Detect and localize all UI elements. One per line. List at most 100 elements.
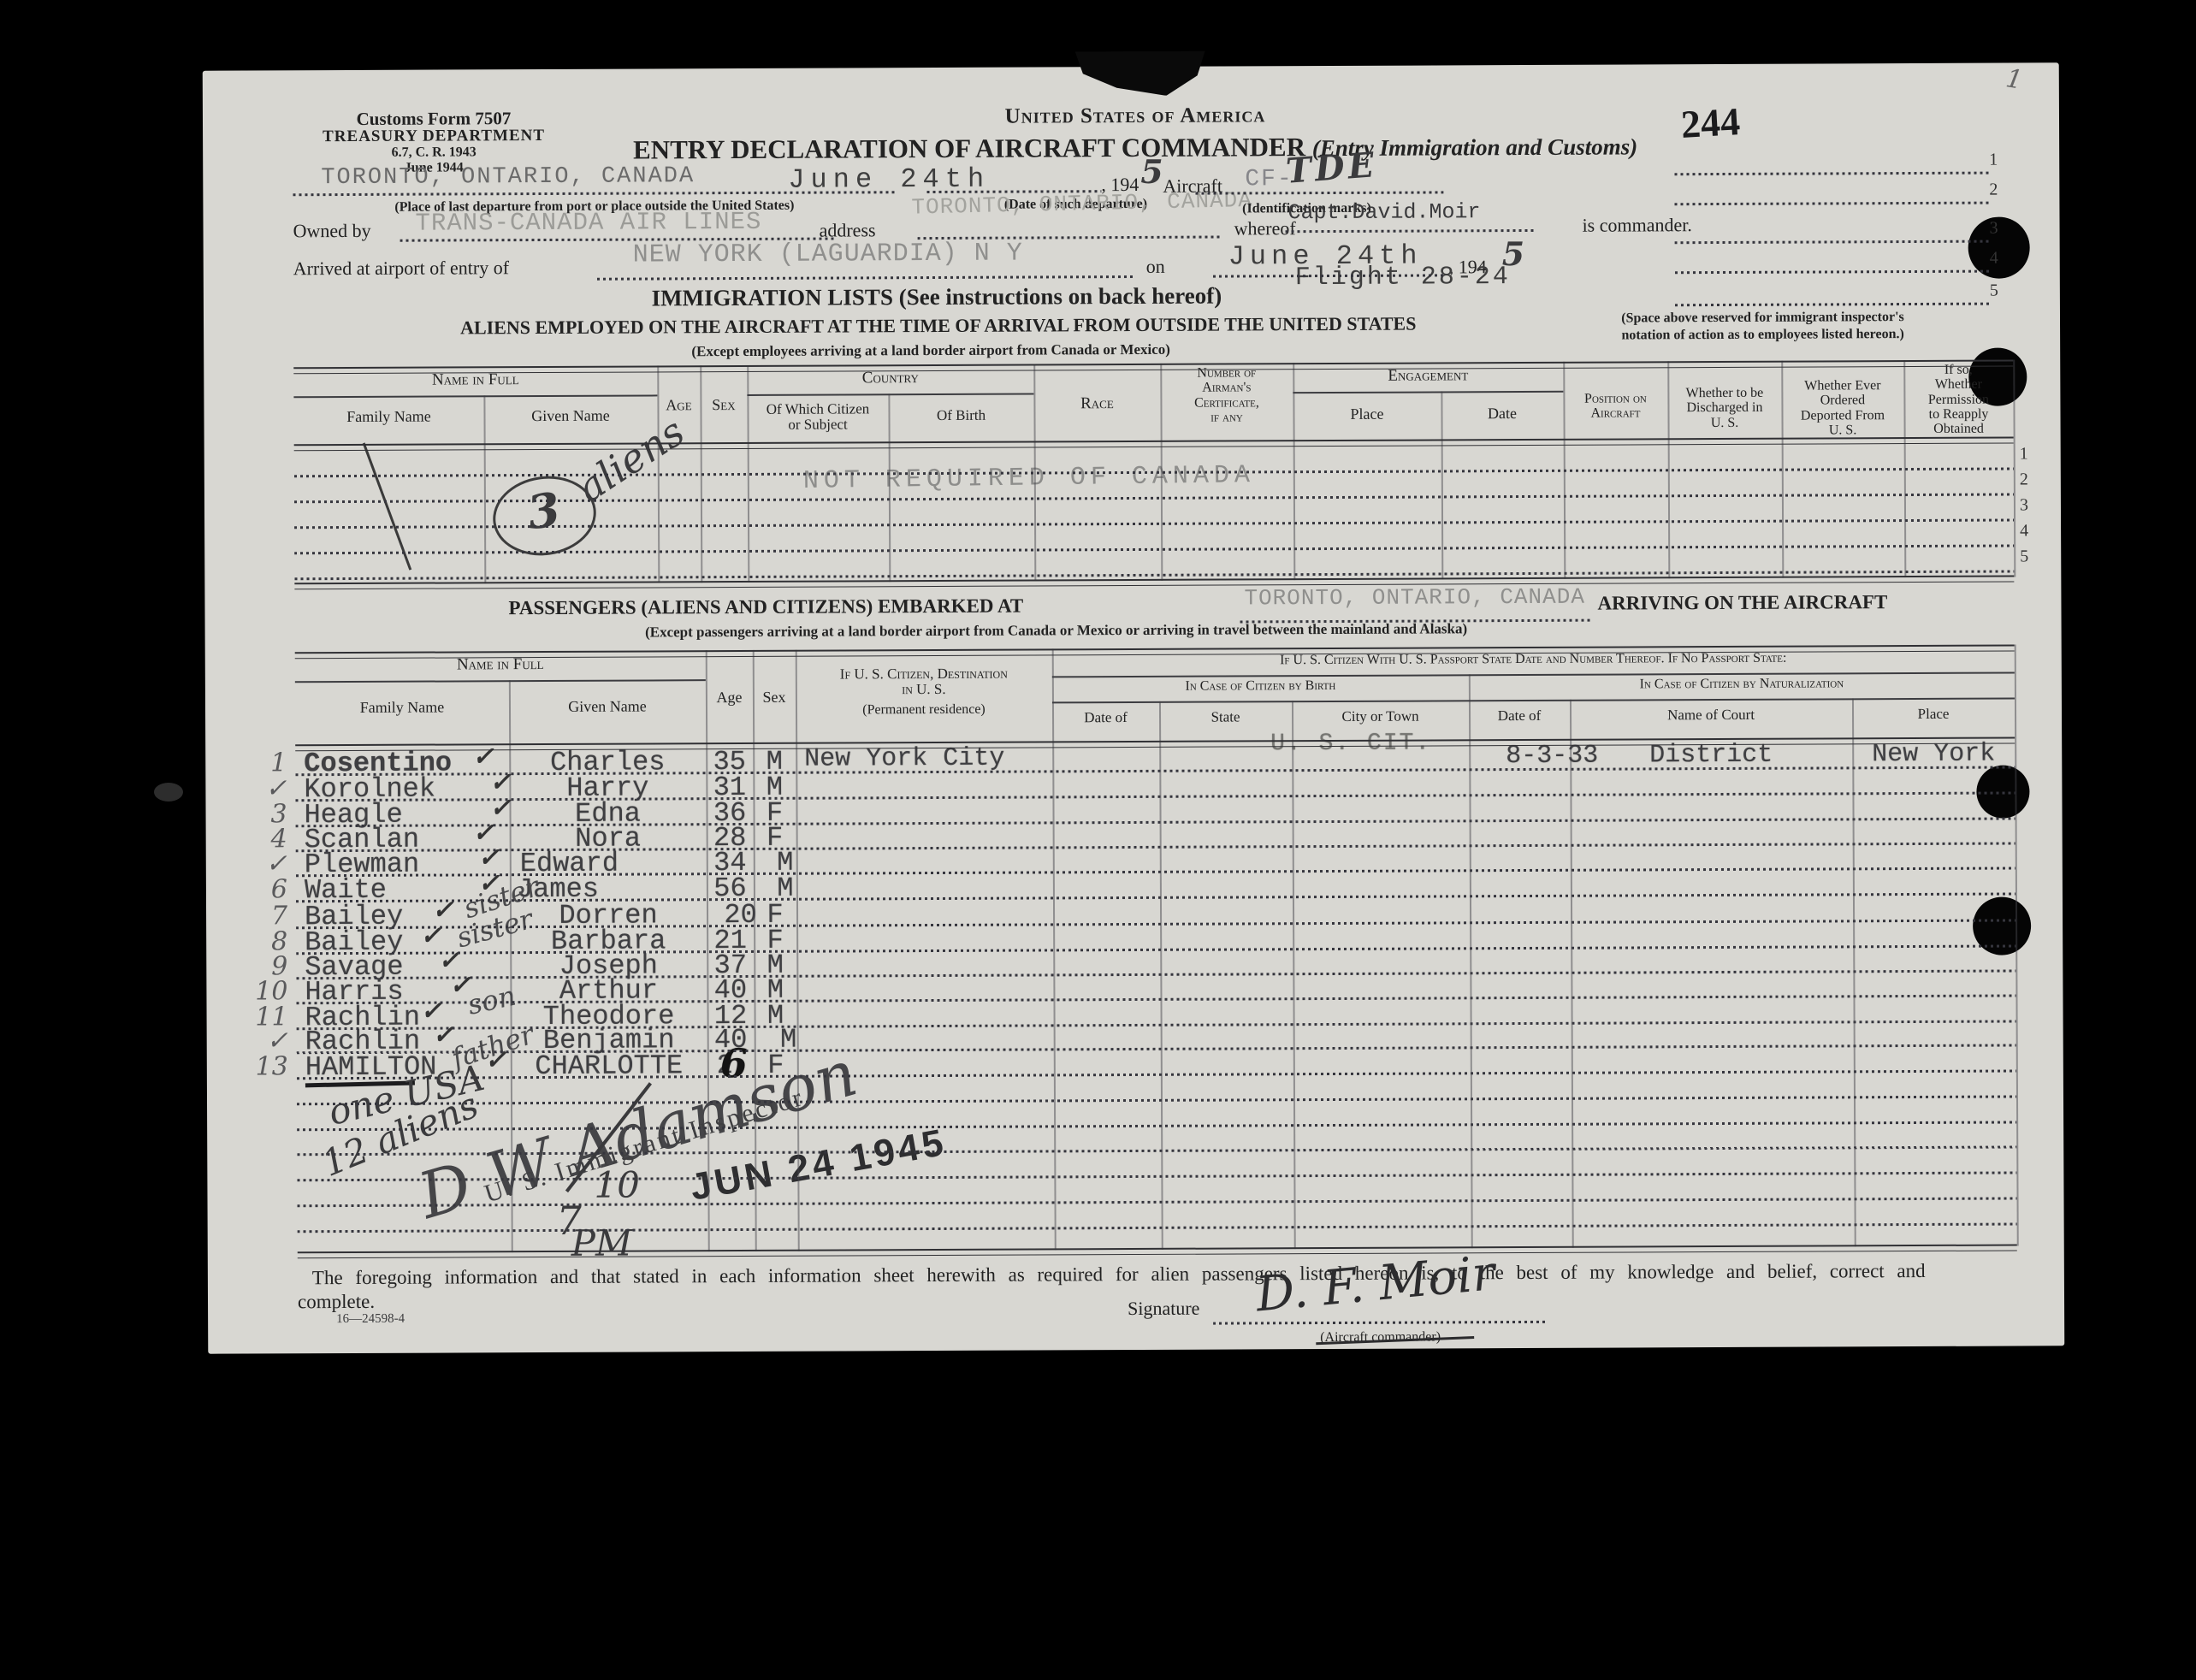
passengers-heading-left: PASSENGERS (ALIENS AND CITIZENS) EMBARKE…: [508, 595, 1024, 619]
written-year-1: 5: [1140, 151, 1163, 191]
dotted-line: [297, 1222, 2017, 1233]
dotted-line: [297, 1197, 2017, 1208]
table-rule: [293, 359, 2014, 375]
crew-header-place: Place: [1350, 405, 1384, 423]
header-rule: [1293, 390, 1564, 394]
plate-number: 16—24598-4: [336, 1311, 405, 1327]
label-arrived-at: Arrived at airport of entry of: [293, 257, 510, 280]
alien-count-word: aliens: [569, 408, 693, 512]
form-department: TREASURY DEPARTMENT: [323, 126, 546, 146]
declaration-line-2: complete.: [297, 1290, 376, 1313]
immigration-lists-title: IMMIGRATION LISTS (See instructions on b…: [651, 282, 1222, 311]
pass-header-sex: Sex: [762, 688, 786, 706]
tape-mark: [1075, 51, 1205, 97]
crew-exception-caption: (Except employees arriving at a land bor…: [691, 340, 1170, 360]
line-number: 3: [2019, 495, 2029, 515]
dotted-line: [1285, 228, 1534, 234]
corner-pencil-mark: 1: [2004, 63, 2025, 96]
pass-header-destination: If U. S. Citizen, Destination in U. S.: [839, 665, 1008, 698]
passenger-nat-place: New York: [1872, 739, 1996, 770]
pass-header-age: Age: [716, 688, 743, 707]
passengers-heading-right: ARRIVING ON THE AIRCRAFT: [1597, 591, 1888, 614]
form-regulation: 6.7, C. R. 1943: [391, 145, 476, 160]
label-owned-by: Owned by: [293, 219, 371, 242]
line-number: 1: [1989, 150, 1998, 169]
line-number: 4: [1989, 248, 1998, 268]
table-rule: [293, 436, 2014, 452]
inspector-space-caption-2: notation of action as to employees liste…: [1621, 327, 1904, 343]
document-paper: Customs Form 7507 TREASURY DEPARTMENT 6.…: [202, 62, 2065, 1354]
aliens-employed-subtitle: ALIENS EMPLOYED ON THE AIRCRAFT AT THE T…: [459, 312, 1417, 339]
pass-header-nat-court: Name of Court: [1666, 706, 1755, 724]
pass-header-given: Given Name: [568, 697, 647, 715]
dotted-line: [297, 1095, 2016, 1106]
typed-embarked-place: TORONTO, ONTARIO, CANADA: [1244, 583, 1585, 612]
typed-airport: NEW YORK (LAGUARDIA) N Y: [632, 239, 1023, 270]
dotted-line: [1674, 171, 1992, 176]
pass-header-birth-city: City or Town: [1341, 707, 1419, 725]
line-number: 2: [1989, 180, 1998, 199]
header-nation: United States of America: [1004, 104, 1266, 128]
label-whereof: whereof: [1234, 217, 1296, 240]
typed-flight-number: Flight 28-24: [1294, 263, 1511, 293]
line-number: 4: [2020, 521, 2029, 541]
line-number: 5: [2020, 547, 2029, 566]
line-number: 2: [2019, 470, 2028, 489]
dotted-line: [1674, 302, 1992, 307]
crew-header-airman-cert: Number of Airman's Certificate, if any: [1194, 365, 1259, 425]
dotted-line: [596, 275, 1136, 281]
signature-label: Signature: [1128, 1297, 1200, 1320]
written-aircraft-id: TDE: [1284, 145, 1379, 192]
scan-smudge: [154, 783, 183, 802]
time-minutes: 10: [594, 1163, 640, 1206]
inspector-space-caption-1: (Space above reserved for immigrant insp…: [1621, 310, 1904, 326]
page-number-stamp: 244: [1679, 99, 1742, 146]
pass-header-nat-place: Place: [1917, 705, 1950, 723]
dotted-line: [1674, 240, 1992, 245]
not-required-stamp: NOT REQUIRED OF CANADA: [802, 461, 1256, 496]
header-rule: [294, 679, 706, 683]
line-number: 5: [1989, 281, 1998, 300]
passenger-destination: New York City: [804, 743, 1005, 774]
crew-header-position: Position on Aircraft: [1583, 391, 1647, 421]
crew-header-engagement: Engagement: [1388, 366, 1469, 385]
crew-header-sex: Sex: [712, 396, 736, 414]
pass-header-birth-state: State: [1210, 708, 1240, 725]
header-rule: [1051, 697, 2015, 704]
pass-header-destination-sub: (Permanent residence): [862, 701, 986, 718]
crew-header-deported: Whether Ever Ordered Deported From U. S.: [1800, 378, 1885, 438]
line-number: 3: [1989, 218, 1998, 238]
declaration-line-1: The foregoing information and that state…: [311, 1259, 1926, 1289]
crew-header-country: Country: [861, 369, 919, 387]
table-rule: [297, 1244, 2017, 1259]
row-margin-number: 13: [255, 1051, 288, 1082]
dotted-line: [1674, 269, 1992, 275]
line-number: 1: [2019, 444, 2028, 464]
crew-header-date: Date: [1487, 405, 1518, 423]
page-title-main: ENTRY DECLARATION OF AIRCRAFT COMMANDER: [633, 132, 1306, 165]
dotted-line: [1213, 1320, 1548, 1325]
typed-departure-place: TORONTO, ONTARIO, CANADA: [321, 163, 695, 192]
passenger-exception-caption: (Except passengers arriving at a land bo…: [645, 620, 1468, 641]
form-name: Customs Form 7507: [356, 108, 512, 129]
crew-header-given: Given Name: [531, 406, 610, 425]
dotted-line: [1674, 201, 1992, 206]
crew-header-family: Family Name: [346, 407, 431, 426]
pass-header-nat-date: Date of: [1497, 707, 1542, 725]
label-on: on: [1145, 255, 1165, 277]
pass-header-by-naturalization: In Case of Citizen by Naturalization: [1639, 676, 1844, 692]
crew-header-birth: Of Birth: [936, 406, 986, 424]
header-rule: [293, 394, 658, 399]
header-rule: [747, 393, 1034, 396]
crew-header-citizen: Of Which Citizen or Subject: [766, 400, 870, 434]
crew-header-discharged: Whether to be Discharged in U. S.: [1685, 385, 1764, 430]
crew-header-race: Race: [1080, 394, 1114, 413]
dotted-line: [917, 235, 1222, 240]
row-margin-number: 6: [270, 874, 287, 905]
pass-header-birth-date: Date of: [1084, 709, 1128, 726]
page-title: ENTRY DECLARATION OF AIRCRAFT COMMANDER …: [605, 131, 1666, 164]
typed-owner: TRANS-CANADA AIR LINES: [415, 207, 762, 238]
crew-header-reapply: If so, Whether Permission to Reapply Obt…: [1927, 362, 1990, 436]
pass-header-family: Family Name: [359, 698, 445, 716]
